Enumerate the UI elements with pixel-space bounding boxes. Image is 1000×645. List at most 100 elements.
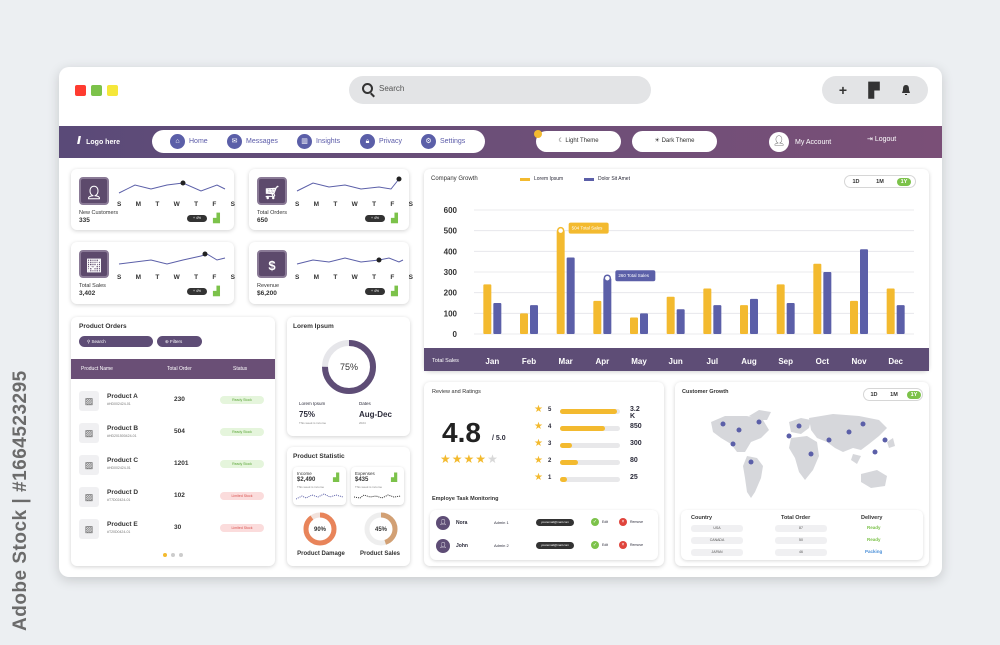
bar-dolor-sit-amet (676, 309, 685, 334)
legend-swatch (520, 177, 530, 181)
bar-dolor-sit-amet (896, 305, 905, 334)
page-dot[interactable] (171, 553, 175, 557)
table-row[interactable]: ▨ Product D #T7D02424-01 102 Limited Sto… (71, 485, 275, 511)
nav-home[interactable]: ⌂ Home (170, 134, 208, 149)
x-tick-label: Oct (816, 357, 830, 366)
review-title: Review and Ratings (432, 389, 481, 395)
product-orders-card: Product Orders ⚲ Search ⊛ Filters Produc… (71, 317, 275, 566)
logout-icon: ⇥ (867, 136, 875, 143)
map-marker (796, 423, 802, 429)
x-axis-band (424, 348, 929, 371)
layers-icon[interactable]: ▛ (868, 82, 880, 98)
nav-settings[interactable]: ⚙ Settings (421, 134, 465, 149)
income-note: This week is income (297, 485, 325, 489)
callout-box (568, 222, 609, 234)
task-list: 👤︎ Nora Admin 1 youremail@mail.com ✓ Edit… (430, 510, 658, 560)
pagination-dots[interactable] (163, 553, 183, 557)
theme-indicator (534, 130, 542, 138)
close-icon[interactable]: × (619, 518, 627, 526)
status-badge: Ready Stock (220, 396, 264, 404)
email-chip[interactable]: youremail@mail.com (536, 542, 574, 549)
sales-label: Product Sales (359, 551, 400, 557)
company-growth-timeframe[interactable]: 1D 1M 1Y (844, 175, 916, 188)
legend-item: Dolor Sit Amet (584, 176, 630, 182)
star-icon: ★ (534, 472, 543, 483)
check-icon[interactable]: ✓ (591, 518, 599, 526)
column-header: Country (691, 515, 713, 521)
bar-dolor-sit-amet (640, 313, 648, 334)
stat-change-chip: + 4% (365, 215, 385, 222)
edit-button[interactable]: Edit (602, 543, 609, 547)
x-tick-label: Nov (851, 357, 867, 366)
bar-dolor-sit-amet (786, 303, 795, 334)
timeframe-1y[interactable]: 1Y (897, 178, 911, 186)
orders-cell: 87 (775, 525, 827, 532)
stat-label: Revenue (257, 283, 280, 289)
callout-marker (556, 226, 565, 235)
timeframe-1y[interactable]: 1Y (907, 391, 921, 399)
lock-icon: 🔒︎ (360, 134, 375, 149)
dollar-icon: $ (257, 250, 287, 278)
customer-growth-card: Customer Growth 1D 1M 1Y (675, 382, 929, 566)
table-row[interactable]: ▨ Product B #HD201500424-01 504 Ready St… (71, 421, 275, 447)
close-window-button[interactable] (75, 85, 86, 96)
page-dot[interactable] (163, 553, 167, 557)
user-avatar-icon: 👤︎ (436, 539, 450, 553)
my-account-button[interactable]: 👤︎ My Account (769, 131, 831, 153)
nav-insights[interactable]: ▥ Insights (297, 134, 340, 149)
customer-growth-timeframe[interactable]: 1D 1M 1Y (863, 388, 923, 401)
timeframe-1d[interactable]: 1D (852, 179, 860, 185)
check-icon[interactable]: ✓ (591, 541, 599, 549)
search-input[interactable]: Search (349, 76, 651, 104)
table-row[interactable]: ▨ Product C #HD002424-01 1201 Ready Stoc… (71, 453, 275, 479)
map-marker (860, 421, 866, 427)
minimize-window-button[interactable] (107, 85, 118, 96)
bar-lorem-ipsum (483, 284, 492, 334)
filters-button[interactable]: ⊛ Filters (157, 336, 202, 347)
maximize-window-button[interactable] (91, 85, 102, 96)
lorem-left-value: 75% (299, 410, 316, 419)
product-sales-ring: 45% (364, 512, 398, 546)
logo[interactable]: //Logo here (77, 135, 120, 147)
star-icon: ★ (463, 452, 476, 466)
page-dot[interactable] (179, 553, 183, 557)
star-icon: ★ (451, 452, 464, 466)
logout-button[interactable]: ⇥ Logout (867, 136, 897, 143)
remove-button[interactable]: Remove (630, 543, 644, 547)
stat-change-chip: + 4% (187, 215, 207, 222)
timeframe-1m[interactable]: 1M (876, 179, 884, 185)
timeframe-1d[interactable]: 1D (870, 392, 878, 398)
bell-icon[interactable] (897, 81, 915, 99)
rating-score: 4.8 (442, 417, 481, 448)
task-row[interactable]: 👤︎ John Admin 2 youremail@mail.com ✓ Edit… (432, 535, 656, 557)
user-icon: 👤︎ (79, 177, 109, 205)
table-row[interactable]: ▨ Product E #T20D0424-01 30 Limited Stoc… (71, 517, 275, 543)
remove-button[interactable]: Remove (630, 520, 644, 524)
plus-icon[interactable]: + (838, 82, 848, 98)
income-label: Income (297, 471, 312, 476)
task-row[interactable]: 👤︎ Nora Admin 1 youremail@mail.com ✓ Edit… (432, 512, 656, 534)
orders-cell: 50 (775, 537, 827, 544)
y-tick-label: 200 (444, 289, 458, 298)
nav-privacy[interactable]: 🔒︎ Privacy (360, 134, 402, 149)
nav-messages[interactable]: ✉ Messages (227, 134, 278, 149)
light-theme-button[interactable]: ☾ Light Theme (536, 131, 621, 152)
email-chip[interactable]: youremail@mail.com (536, 519, 574, 526)
dark-theme-button[interactable]: ☀ Dark Theme (632, 131, 717, 152)
timeframe-1m[interactable]: 1M (890, 392, 898, 398)
message-icon: ✉ (227, 134, 242, 149)
close-icon[interactable]: × (619, 541, 627, 549)
orders-search-input[interactable]: ⚲ Search (79, 336, 153, 347)
user-avatar-icon: 👤︎ (436, 516, 450, 530)
edit-button[interactable]: Edit (602, 520, 609, 524)
table-row[interactable]: ▨ Product A #HD002424-01 230 Ready Stock (71, 389, 275, 415)
expenses-note: This week is income (355, 485, 383, 489)
product-name: Product E (107, 521, 138, 528)
country-cell: CANADA (691, 537, 743, 544)
star-icon: ★ (475, 452, 488, 466)
